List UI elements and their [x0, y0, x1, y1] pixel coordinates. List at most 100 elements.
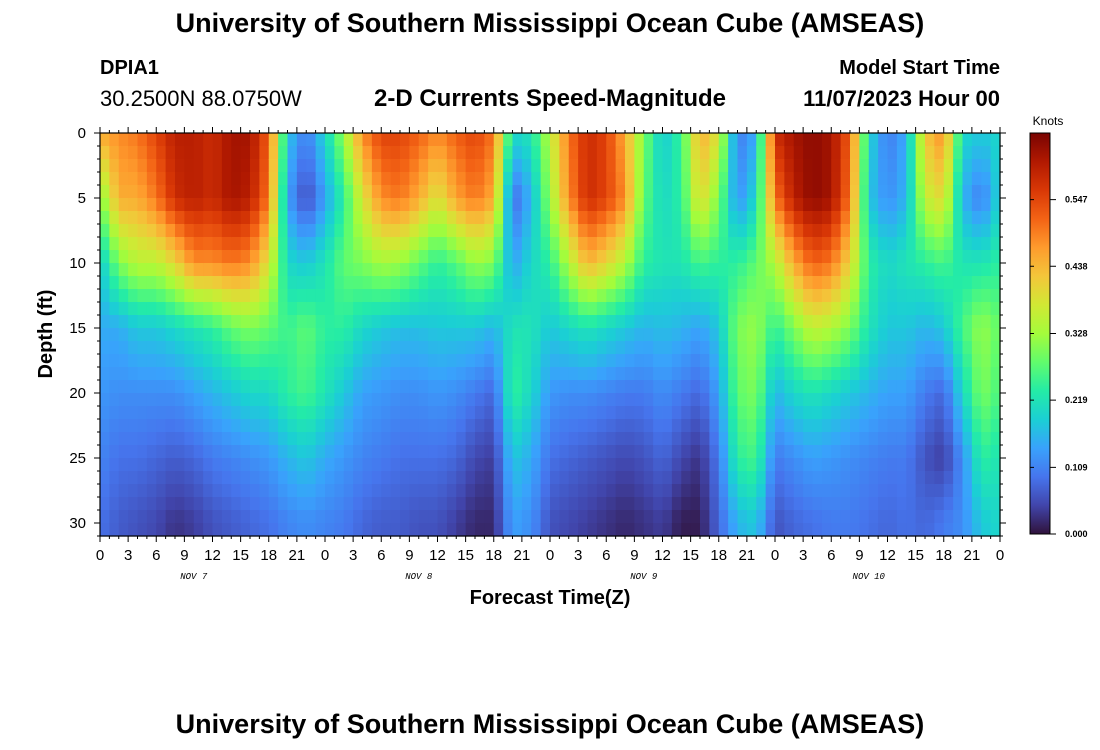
x-axis: 0 3 6 9 12 15 18 21 0 3 6 9 12 15 18 21 0 3 6 9 12 15 18 21 0 3 6 9… [96, 127, 1004, 564]
heatmap-cell [146, 224, 157, 238]
heatmap-cell [296, 211, 307, 225]
heatmap-cell [568, 432, 579, 446]
heatmap-cell [934, 380, 945, 394]
heatmap-cell [390, 315, 401, 329]
heatmap-cell [100, 302, 110, 316]
heatmap-cell [643, 302, 654, 316]
heatmap-cell [165, 211, 176, 225]
heatmap-cell [606, 497, 617, 511]
heatmap-cell [681, 510, 692, 524]
heatmap-cell [512, 432, 523, 446]
heatmap-cell [943, 315, 954, 329]
heatmap-cell [990, 406, 1001, 420]
heatmap-cell [812, 211, 823, 225]
heatmap-cell [962, 250, 973, 264]
heatmap-cell [268, 172, 279, 186]
heatmap-cell [146, 250, 157, 264]
heatmap-cell [362, 289, 373, 303]
heatmap-cell [681, 250, 692, 264]
heatmap-cell [596, 172, 607, 186]
heatmap-cell [531, 159, 542, 173]
heatmap-cell [437, 224, 448, 238]
heatmap-cell [643, 133, 654, 147]
heatmap-cell [418, 289, 429, 303]
heatmap-cell [146, 159, 157, 173]
heatmap-cell [728, 471, 739, 485]
heatmap-cell [334, 224, 345, 238]
heatmap-cell [681, 198, 692, 212]
heatmap-cell [456, 406, 467, 420]
heatmap-cell [578, 523, 589, 537]
heatmap-cell [671, 380, 682, 394]
heatmap-cell [315, 263, 326, 277]
heatmap-cell [203, 445, 214, 459]
heatmap-cell [915, 133, 926, 147]
heatmap-cell [296, 458, 307, 472]
heatmap-cell [175, 185, 185, 199]
heatmap-cell [400, 198, 410, 212]
heatmap-cell [831, 497, 842, 511]
heatmap-cell [540, 380, 551, 394]
heatmap-cell [512, 510, 523, 524]
heatmap-cell [193, 315, 204, 329]
heatmap-cell [343, 237, 354, 251]
heatmap-cell [428, 367, 439, 381]
heatmap-cell [540, 133, 551, 147]
heatmap-cell [634, 445, 645, 459]
heatmap-cell [568, 445, 579, 459]
heatmap-cell [165, 380, 176, 394]
heatmap-cell [240, 159, 251, 173]
heatmap-cell [784, 354, 795, 368]
heatmap-cell [775, 159, 785, 173]
heatmap-cell [578, 458, 589, 472]
heatmap-cell [175, 133, 185, 147]
heatmap-cell [803, 419, 814, 433]
heatmap-cell [568, 133, 579, 147]
heatmap-cell [203, 432, 214, 446]
heatmap-cell [821, 250, 832, 264]
heatmap-cell [465, 211, 476, 225]
heatmap-cell [456, 315, 467, 329]
heatmap-cell [418, 458, 429, 472]
heatmap-cell [606, 198, 617, 212]
heatmap-cell [878, 497, 889, 511]
heatmap-cell [325, 354, 335, 368]
heatmap-cell [925, 172, 935, 186]
heatmap-cell [381, 432, 392, 446]
heatmap-cell [653, 237, 664, 251]
heatmap-cell [512, 380, 523, 394]
heatmap-cell [484, 302, 495, 316]
heatmap-cell [643, 224, 654, 238]
heatmap-cell [371, 419, 382, 433]
heatmap-cell [240, 523, 251, 537]
heatmap-cell [437, 354, 448, 368]
heatmap-cell [184, 510, 195, 524]
heatmap-cell [428, 380, 439, 394]
heatmap-cell [540, 172, 551, 186]
heatmap-cell [175, 328, 185, 342]
heatmap-cell [278, 445, 289, 459]
heatmap-cell [109, 237, 120, 251]
heatmap-cell [821, 497, 832, 511]
heatmap-cell [962, 367, 973, 381]
heatmap-cell [418, 419, 429, 433]
heatmap-cell [334, 393, 345, 407]
heatmap-cell [643, 497, 654, 511]
y-tick-label: 20 [69, 385, 86, 402]
heatmap-cell [371, 315, 382, 329]
heatmap-cell [840, 380, 851, 394]
heatmap-cell [362, 380, 373, 394]
heatmap-cell [306, 367, 317, 381]
heatmap-cell [803, 146, 814, 160]
heatmap-cell [287, 328, 298, 342]
heatmap-cell [550, 523, 560, 537]
heatmap-cell [840, 406, 851, 420]
heatmap-cell [775, 276, 785, 290]
heatmap-cell [221, 302, 232, 316]
heatmap-cell [184, 237, 195, 251]
heatmap-cell [671, 471, 682, 485]
heatmap-cell [212, 159, 223, 173]
heatmap-cell [512, 497, 523, 511]
heatmap-cell [437, 445, 448, 459]
heatmap-cell [259, 263, 270, 277]
